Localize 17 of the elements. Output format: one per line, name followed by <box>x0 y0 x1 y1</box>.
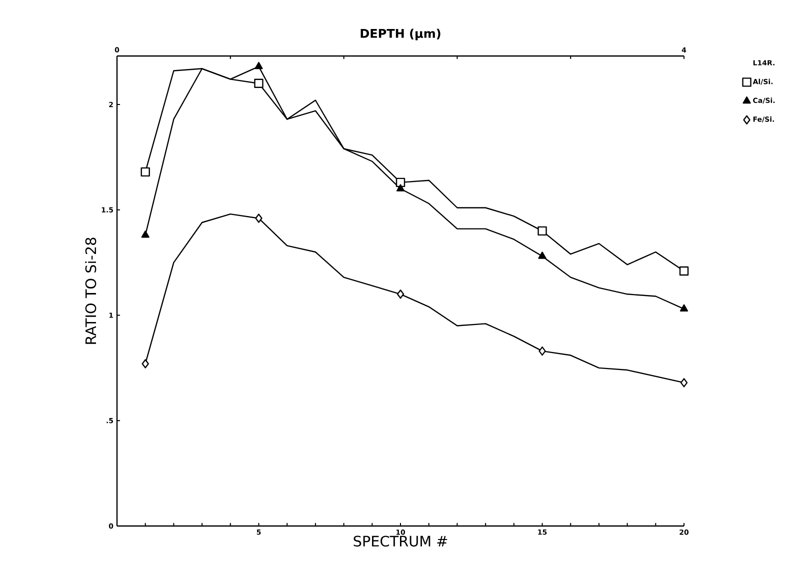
point <box>254 62 263 70</box>
point <box>142 359 149 368</box>
point <box>680 378 688 388</box>
point <box>538 226 547 236</box>
point <box>140 167 150 177</box>
x2-axis-title: DEPTH (µm) <box>360 28 440 40</box>
x-axis-title: SPECTRUM # <box>354 536 448 547</box>
point <box>538 346 546 356</box>
point <box>680 304 688 312</box>
point <box>396 184 405 192</box>
y-axis-title: RATIO TO Si-28 <box>85 238 96 344</box>
point <box>141 230 150 238</box>
point <box>679 266 689 276</box>
point <box>254 78 264 88</box>
point <box>396 290 404 299</box>
point <box>255 214 262 223</box>
point <box>538 252 546 259</box>
